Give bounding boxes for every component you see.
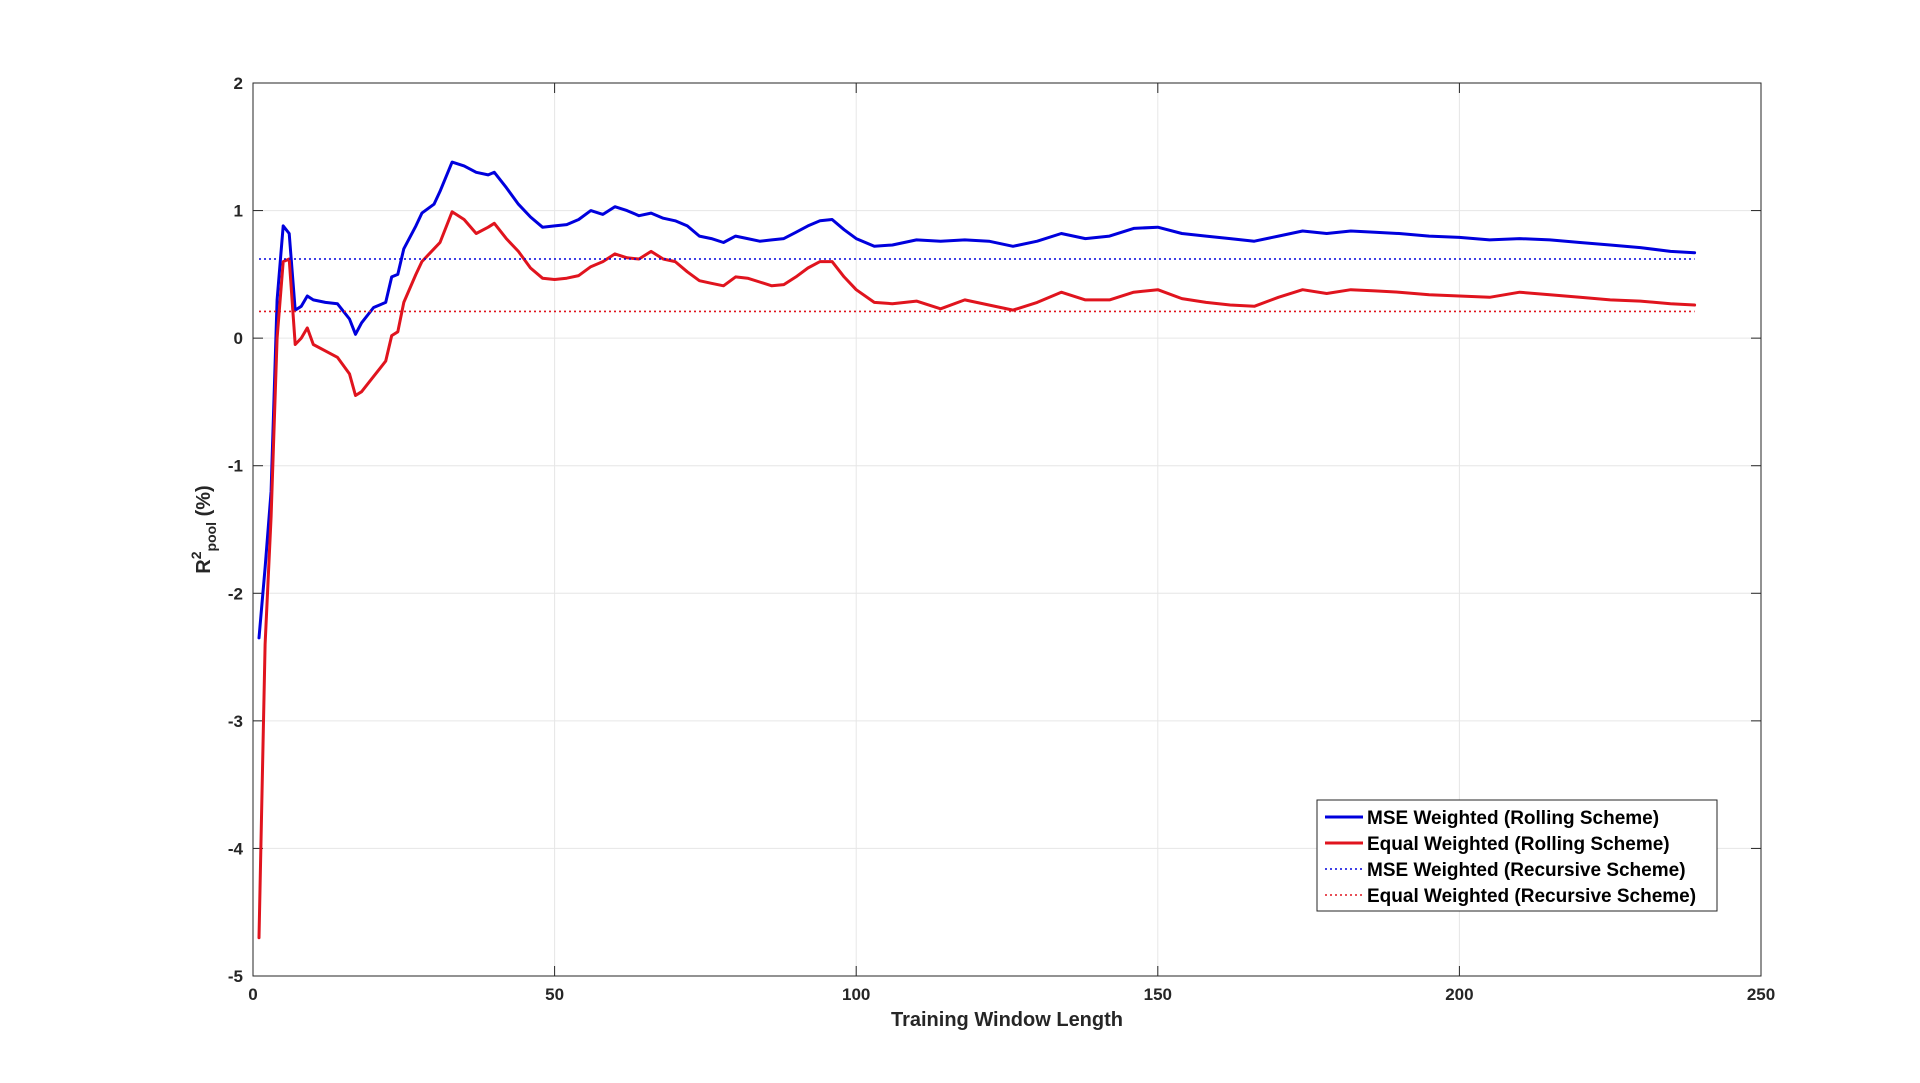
legend: MSE Weighted (Rolling Scheme) Equal Weigh… xyxy=(1316,799,1718,912)
x-tick-label: 50 xyxy=(545,985,564,1004)
x-axis-title: Training Window Length xyxy=(891,1009,1123,1031)
y-tick-label: 2 xyxy=(234,74,243,93)
series-layer xyxy=(257,160,1697,940)
series-line-1 xyxy=(257,160,1697,640)
y-axis-title-superscript: 2 xyxy=(188,551,204,559)
y-tick-label: -2 xyxy=(228,584,243,603)
y-axis-title-subscript: pool xyxy=(203,522,219,552)
y-tick-label: -4 xyxy=(228,839,244,858)
x-tick-label: 150 xyxy=(1144,985,1172,1004)
legend-entry-label: Equal Weighted (Recursive Scheme) xyxy=(1367,886,1696,907)
y-tick-label: 1 xyxy=(234,202,243,221)
y-axis-title-unit: (%) xyxy=(193,485,215,522)
plot-area-frame xyxy=(252,82,1762,977)
x-tick-label: 200 xyxy=(1445,985,1473,1004)
legend-entry-label: MSE Weighted (Recursive Scheme) xyxy=(1367,860,1686,881)
legend-box xyxy=(1316,799,1718,912)
x-tick-label: 0 xyxy=(248,985,257,1004)
legend-entry-label: MSE Weighted (Rolling Scheme) xyxy=(1367,808,1659,829)
axis-ticks: 0 50 100 150 200 250 2 1 0 -1 -2 -3 -4 -5 xyxy=(228,74,1775,1004)
y-tick-label: -1 xyxy=(228,457,243,476)
y-axis-title: R2pool (%) xyxy=(188,485,219,573)
x-tick-label: 100 xyxy=(842,985,870,1004)
y-tick-label: 0 xyxy=(234,329,243,348)
x-tick-label: 250 xyxy=(1747,985,1775,1004)
y-tick-label: -5 xyxy=(228,967,243,986)
y-axis-title-main: R xyxy=(193,559,215,574)
legend-entry-label: Equal Weighted (Rolling Scheme) xyxy=(1367,834,1670,855)
y-tick-label: -3 xyxy=(228,712,243,731)
series-line-2 xyxy=(257,210,1697,940)
